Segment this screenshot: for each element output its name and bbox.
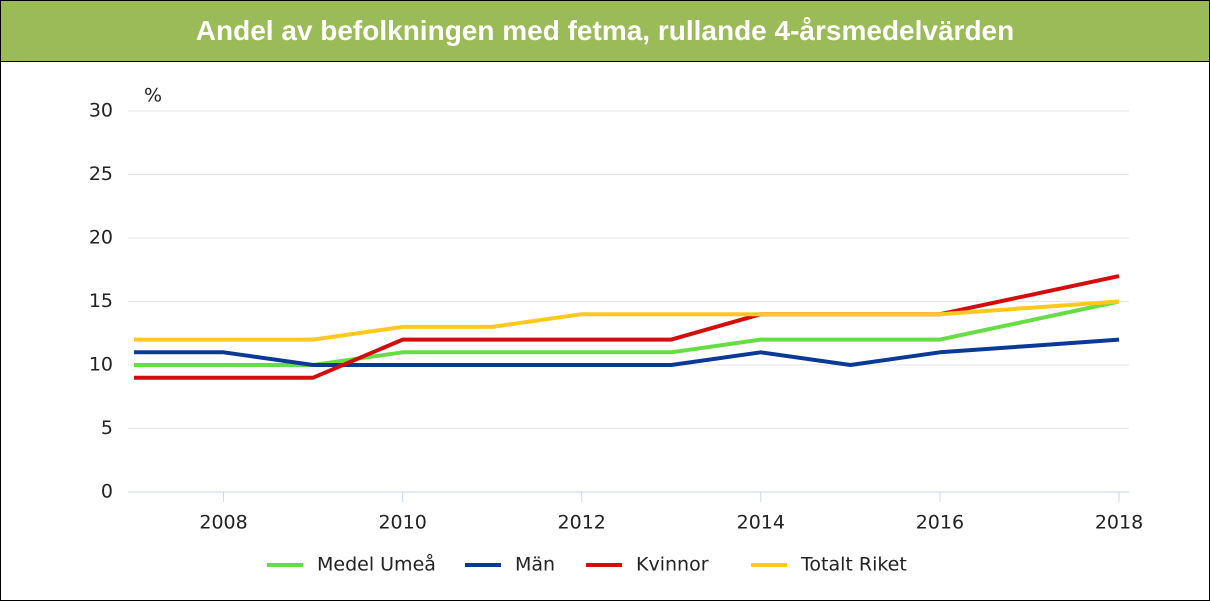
y-tick-label: 0 [101,481,113,503]
chart-title: Andel av befolkningen med fetma, rulland… [1,1,1209,62]
series-line [134,337,1120,367]
x-tick-label: 2010 [378,512,426,534]
x-tick-label: 2018 [1095,512,1143,534]
series-line [134,274,1120,380]
legend-label: Män [515,554,555,576]
y-tick-label: 20 [89,227,113,249]
legend-label: Medel Umeå [317,553,436,576]
y-tick-label: 15 [89,290,113,312]
x-tick-label: 2012 [558,512,606,534]
x-tick-label: 2016 [916,512,964,534]
x-tick-label: 2014 [737,512,785,534]
legend-label: Totalt Riket [800,554,907,576]
y-axis-label: % [144,85,162,107]
y-tick-label: 5 [101,417,113,439]
series-line [134,299,1120,342]
y-tick-label: 25 [89,163,113,185]
y-tick-label: 10 [89,354,113,376]
x-tick-label: 2008 [199,512,247,534]
y-tick-label: 30 [89,100,113,122]
chart: % 0 5 10 15 20 25 30 2008 2010 2012 2014 2016 2018 Me… [89,85,1143,576]
series-line [134,299,1120,367]
legend-label: Kvinnor [636,554,709,576]
